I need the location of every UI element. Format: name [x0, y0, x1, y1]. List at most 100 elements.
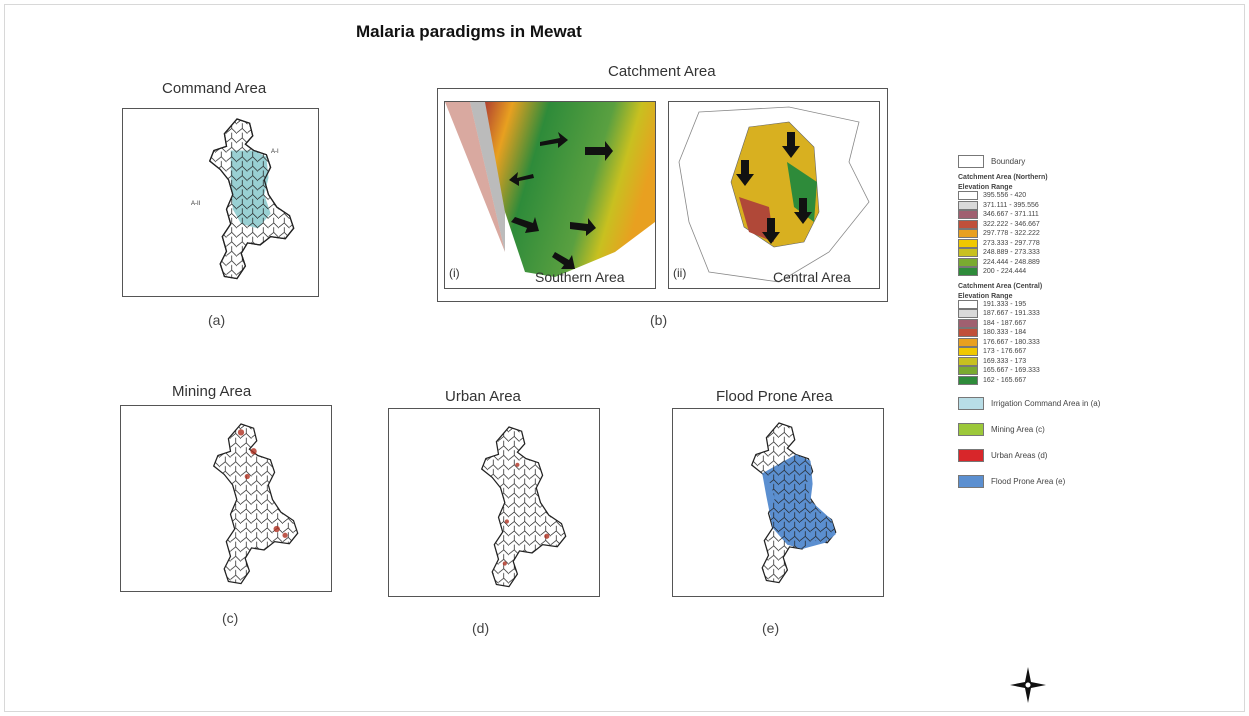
caption: (b) [650, 312, 667, 328]
legend-label: 176.667 - 180.333 [983, 339, 1040, 346]
sub-tag: (i) [449, 266, 460, 280]
legend-entry: 191.333 - 195 [958, 300, 1158, 310]
legend-subtitle-text: Elevation Range [958, 293, 1012, 300]
legend-subtitle: Elevation Range [958, 293, 1158, 300]
map-frame [388, 408, 600, 597]
legend-label: 173 - 176.667 [983, 348, 1026, 355]
legend-swatch [958, 229, 978, 238]
legend-entry: 200 - 224.444 [958, 267, 1158, 277]
legend-entry: 322.222 - 346.667 [958, 220, 1158, 230]
legend-entry: 169.333 - 173 [958, 357, 1158, 367]
legend-entry: 187.667 - 191.333 [958, 309, 1158, 319]
legend-label: 180.333 - 184 [983, 329, 1026, 336]
legend-label: 248.889 - 273.333 [983, 249, 1040, 256]
map [121, 406, 331, 591]
sub-name: Southern Area [535, 269, 625, 285]
panel-title: Command Area [162, 80, 266, 97]
legend-entry: 173 - 176.667 [958, 347, 1158, 357]
caption: (d) [472, 620, 489, 636]
legend-swatch [958, 328, 978, 337]
legend-swatch [958, 475, 984, 488]
legend-swatch [958, 357, 978, 366]
legend-label: 200 - 224.444 [983, 268, 1026, 275]
sub-map: (ii) Central Area [668, 101, 880, 289]
caption: (e) [762, 620, 779, 636]
map [669, 102, 879, 288]
legend-label: 165.667 - 169.333 [983, 367, 1040, 374]
legend-swatch [958, 423, 984, 436]
legend-entry: 371.111 - 395.556 [958, 201, 1158, 211]
legend-entry: 248.889 - 273.333 [958, 248, 1158, 258]
legend-swatch [958, 248, 978, 257]
panel-title: Mining Area [172, 383, 251, 400]
legend-entry: Mining Area (c) [958, 423, 1158, 436]
legend-entry: 165.667 - 169.333 [958, 366, 1158, 376]
legend-entry: 176.667 - 180.333 [958, 338, 1158, 348]
legend-label: Boundary [991, 157, 1025, 166]
map [389, 409, 599, 596]
legend-label: Irrigation Command Area in (a) [991, 399, 1100, 408]
legend-entry: 346.667 - 371.111 [958, 210, 1158, 220]
legend-entry: 297.778 - 322.222 [958, 229, 1158, 239]
legend-swatch [958, 300, 978, 309]
legend-entry: 184 - 187.667 [958, 319, 1158, 329]
legend-entry: 224.444 - 248.889 [958, 258, 1158, 268]
legend-swatch [958, 191, 978, 200]
legend-swatch [958, 366, 978, 375]
panel-title: Catchment Area [608, 63, 716, 80]
legend-subtitle: Elevation Range [958, 184, 1158, 191]
legend-label: 224.444 - 248.889 [983, 259, 1040, 266]
legend-entry: Irrigation Command Area in (a) [958, 397, 1158, 410]
legend-swatch [958, 201, 978, 210]
legend-entry: Boundary [958, 155, 1158, 168]
legend-swatch [958, 267, 978, 276]
legend-label: Urban Areas (d) [991, 451, 1047, 460]
legend-swatch [958, 347, 978, 356]
legend-label: Flood Prone Area (e) [991, 477, 1065, 486]
legend-swatch [958, 155, 984, 168]
legend-label: 169.333 - 173 [983, 358, 1026, 365]
map-frame: (i) Southern Area (ii) Central Area [437, 88, 888, 302]
legend-entry: Urban Areas (d) [958, 449, 1158, 462]
legend-entry: 395.556 - 420 [958, 191, 1158, 201]
legend-label: 346.667 - 371.111 [983, 211, 1039, 218]
map-frame: A-I A-II [122, 108, 319, 297]
legend-label: 184 - 187.667 [983, 320, 1026, 327]
legend-group-title: Catchment Area (Central) [958, 283, 1158, 290]
legend-swatch [958, 239, 978, 248]
legend-label: Mining Area (c) [991, 425, 1045, 434]
figure: Malaria paradigms in Mewat Command Area … [0, 0, 1249, 716]
map-label: A-II [191, 201, 201, 207]
sub-map: (i) Southern Area [444, 101, 656, 289]
legend-swatch [958, 220, 978, 229]
title: Malaria paradigms in Mewat [356, 22, 582, 42]
map-frame [672, 408, 884, 597]
legend-entry: Flood Prone Area (e) [958, 475, 1158, 488]
legend-label: 297.778 - 322.222 [983, 230, 1040, 237]
sub-name: Central Area [773, 269, 851, 285]
legend-swatch [958, 258, 978, 267]
legend-swatch [958, 210, 978, 219]
panel-title: Urban Area [445, 388, 521, 405]
legend-label: 322.222 - 346.667 [983, 221, 1040, 228]
map: A-I A-II [123, 109, 318, 296]
legend-swatch [958, 338, 978, 347]
legend-label: 191.333 - 195 [983, 301, 1026, 308]
legend-subtitle-text: Elevation Range [958, 184, 1012, 191]
compass [1008, 665, 1048, 705]
sub-tag: (ii) [673, 266, 686, 280]
legend-swatch [958, 397, 984, 410]
map-label: A-I [271, 149, 279, 155]
legend-entry: 273.333 - 297.778 [958, 239, 1158, 249]
legend-label: 162 - 165.667 [983, 377, 1026, 384]
legend-entry: 180.333 - 184 [958, 328, 1158, 338]
legend-label: 273.333 - 297.778 [983, 240, 1040, 247]
caption: (c) [222, 610, 238, 626]
map-frame [120, 405, 332, 592]
legend: Boundary Catchment Area (Northern)Elevat… [958, 155, 1158, 488]
caption: (a) [208, 312, 225, 328]
legend-swatch [958, 309, 978, 318]
legend-group-title-text: Catchment Area (Central) [958, 283, 1042, 290]
legend-label: 187.667 - 191.333 [983, 310, 1040, 317]
panel-title: Flood Prone Area [716, 388, 833, 405]
